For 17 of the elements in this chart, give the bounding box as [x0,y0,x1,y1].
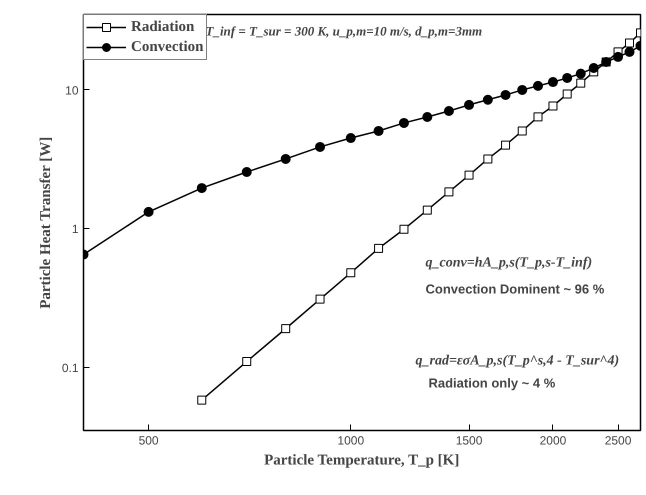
x-tick-label: 1500 [456,434,483,448]
annotation: Radiation only ~ 4 % [428,376,556,390]
legend-label: Radiation [131,18,194,36]
y-tick-label: 0.1 [62,360,79,375]
annotation: q_rad=εσA_p,s(T_p^s,4 - T_sur^4) [416,354,620,368]
x-tick-label: 1000 [337,434,364,448]
y-axis-title: Particle Heat Transfer [W] [38,136,54,309]
annotation: q_conv=hA_p,s(T_p,s-T_inf) [426,256,592,270]
y-tick-label: 10 [65,83,79,98]
legend-label: Convection [131,38,204,56]
x-tick-label: 2000 [540,434,567,448]
x-tick-label: 2500 [604,434,632,448]
annotation: T_inf = T_sur = 300 K, u_p,m=10 m/s, d_p,m=3mm [206,24,482,38]
x-tick-label: 500 [138,434,159,448]
x-axis-title: Particle Temperature, T_p [K] [264,452,460,468]
annotation: Convection Dominent ~ 96 % [426,282,605,296]
y-tick-label: 1 [72,222,79,236]
